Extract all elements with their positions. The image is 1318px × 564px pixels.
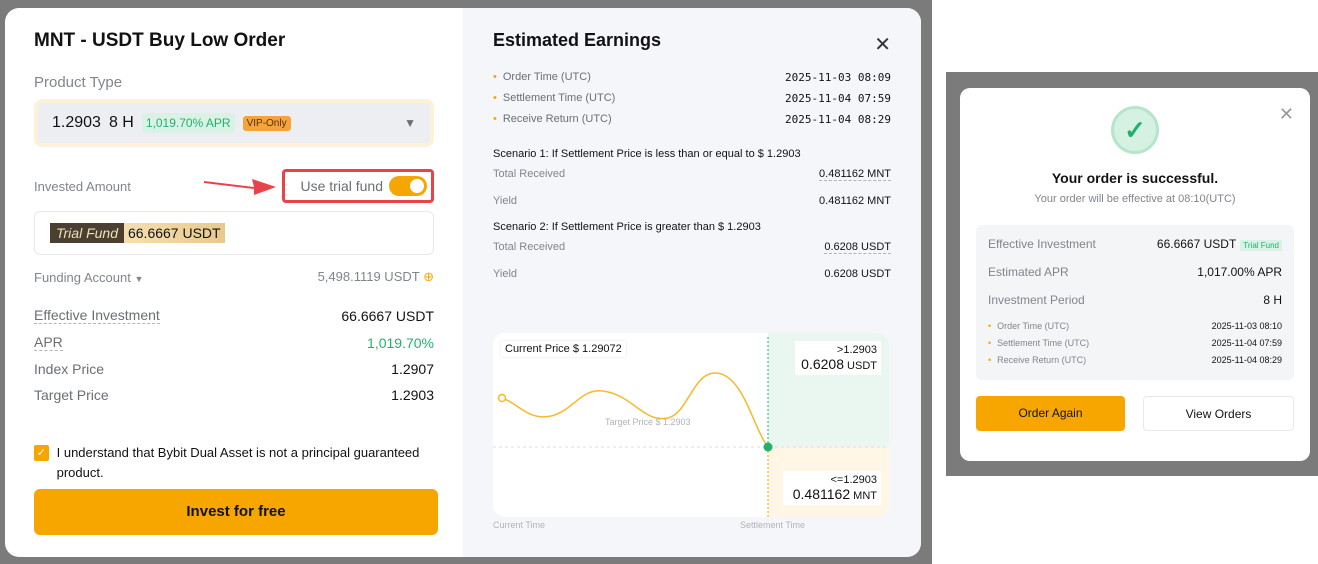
view-orders-button[interactable]: View Orders: [1143, 396, 1294, 431]
scenario1-title: Scenario 1: If Settlement Price is less …: [493, 148, 801, 160]
apr-badge: 1,019.70% APR: [141, 113, 235, 133]
timeline-label: Order Time (UTC): [502, 71, 591, 83]
above-value: 0.6208: [801, 356, 844, 372]
order-form: MNT - USDT Buy Low Order Product Type 1.…: [5, 8, 463, 557]
detail-label: Effective Investment: [34, 307, 160, 324]
amount-input[interactable]: Trial Fund 66.6667 USDT: [34, 211, 434, 255]
product-price: 1.2903: [52, 114, 101, 131]
order-summary: Effective Investment 66.6667 USDT Trial Fu…: [976, 225, 1294, 380]
success-title: Your order is successful.: [1051, 170, 1219, 186]
close-icon[interactable]: ✕: [874, 34, 891, 56]
invest-button[interactable]: Invest for free: [34, 489, 438, 535]
timeline-value: 2025-11-04 07:59: [1211, 338, 1282, 348]
summary-label: Effective Investment: [988, 237, 1096, 251]
chevron-down-icon: ▼: [404, 116, 416, 130]
agreement-checkbox[interactable]: ✓: [34, 445, 49, 461]
scenario-label: Yield: [493, 268, 518, 280]
detail-value: 1.2903: [391, 387, 434, 403]
above-target-box: >1.2903 0.6208 USDT: [795, 341, 881, 375]
timeline-value: 2025-11-04 08:29: [785, 113, 891, 126]
detail-row: Effective Investment 66.6667 USDT: [34, 307, 434, 324]
timeline-dot-icon: •: [493, 113, 497, 125]
detail-value: 1.2907: [391, 361, 434, 377]
funding-balance: 5,498.1119 USDT: [317, 269, 420, 284]
trial-fund-toggle[interactable]: [388, 176, 427, 196]
product-type-label: Product Type: [34, 74, 123, 91]
trial-fund-label: Use trial fund: [300, 178, 383, 194]
timeline-dot-icon: •: [988, 321, 992, 331]
scenario2-title: Scenario 2: If Settlement Price is great…: [493, 221, 761, 233]
timeline-dot-icon: •: [988, 355, 992, 365]
scenario-label: Total Received: [493, 168, 566, 180]
timeline-label: Settlement Time (UTC): [502, 92, 616, 104]
below-value: 0.481162: [792, 486, 851, 502]
modal-title: MNT - USDT Buy Low Order: [34, 30, 286, 51]
detail-value: 1,019.70%: [367, 334, 434, 351]
timeline-label: Settlement Time (UTC): [997, 338, 1090, 348]
detail-row: APR 1,019.70%: [34, 334, 434, 351]
funding-account-label: Funding Account: [34, 269, 131, 285]
product-period: 8 H: [108, 114, 134, 131]
timeline-label: Order Time (UTC): [997, 321, 1070, 331]
summary-value: 66.6667 USDT: [1156, 237, 1237, 251]
x-label-current-time: Current Time: [493, 520, 546, 530]
detail-row: Target Price 1.2903: [34, 387, 434, 403]
scenario-label: Yield: [493, 195, 518, 207]
vip-badge: VIP-Only: [242, 115, 291, 131]
timeline-dot-icon: •: [493, 92, 497, 104]
timeline-label: Receive Return (UTC): [997, 355, 1087, 365]
timeline-value: 2025-11-03 08:10: [1211, 321, 1282, 331]
scenario-value: 0.481162 MNT: [819, 168, 891, 181]
product-type-select[interactable]: 1.2903 8 H 1,019.70% APR VIP-Only ▼: [34, 99, 434, 147]
trial-fund-amount: 66.6667 USDT: [123, 223, 225, 243]
above-condition: >1.2903: [836, 344, 877, 356]
timeline-value: 2025-11-03 08:09: [785, 71, 891, 84]
scenario-value: 0.481162 MNT: [819, 195, 891, 207]
close-icon[interactable]: ✕: [1278, 104, 1294, 124]
scenario-value: 0.6208 USDT: [824, 268, 891, 280]
success-subtitle: Your order will be effective at 08:10(UT…: [1034, 193, 1236, 205]
below-target-box: <=1.2903 0.481162 MNT: [783, 471, 881, 505]
timeline-value: 2025-11-04 08:29: [1211, 355, 1282, 365]
timeline-label: Receive Return (UTC): [502, 113, 612, 125]
detail-label: APR: [34, 334, 63, 351]
detail-label: Target Price: [34, 387, 109, 403]
trial-fund-tag: Trial Fund: [50, 223, 124, 243]
invested-amount-label: Invested Amount: [34, 178, 131, 194]
above-unit: USDT: [847, 360, 877, 372]
trial-fund-badge: Trial Fund: [1240, 240, 1282, 251]
arrow-annotation-icon: [204, 179, 277, 195]
x-label-settlement-time: Settlement Time: [740, 520, 806, 530]
agreement-text: I understand that Bybit Dual Asset is no…: [56, 445, 420, 480]
detail-row: Index Price 1.2907: [34, 361, 434, 377]
timeline-dot-icon: •: [493, 71, 497, 83]
current-price-label: Current Price $ 1.29072: [501, 341, 626, 357]
detail-label: Index Price: [34, 361, 105, 377]
earnings-title: Estimated Earnings: [493, 30, 662, 50]
scenario-label: Total Received: [493, 241, 566, 253]
below-unit: MNT: [853, 490, 877, 502]
order-modal: MNT - USDT Buy Low Order Product Type 1.…: [5, 8, 921, 557]
price-scenario-chart: Current Price $ 1.29072 Target Price $ 1…: [493, 333, 889, 517]
success-modal: ✕ ✓ Your order is successful. Your order…: [960, 88, 1310, 461]
trial-fund-toggle-area: Use trial fund: [281, 169, 434, 203]
detail-value: 66.6667 USDT: [341, 307, 434, 324]
timeline-value: 2025-11-04 07:59: [785, 92, 891, 105]
caret-down-icon: ▼: [134, 273, 144, 284]
summary-value: 8 H: [1263, 293, 1282, 307]
below-condition: <=1.2903: [830, 474, 878, 486]
scenario-value: 0.6208 USDT: [824, 241, 891, 254]
add-funds-icon[interactable]: ⊕: [423, 269, 434, 284]
timeline-dot-icon: •: [988, 338, 992, 348]
summary-value: 1,017.00% APR: [1197, 265, 1282, 279]
order-again-button[interactable]: Order Again: [976, 396, 1125, 431]
success-check-icon: ✓: [1111, 106, 1159, 154]
summary-label: Investment Period: [988, 293, 1085, 307]
summary-label: Estimated APR: [988, 265, 1069, 279]
funding-account-dropdown[interactable]: Funding Account ▼: [34, 270, 143, 285]
target-price-label: Target Price $ 1.2903: [605, 417, 691, 427]
estimated-earnings-panel: Estimated Earnings ✕ • Order Time (UTC) 20…: [463, 8, 921, 557]
